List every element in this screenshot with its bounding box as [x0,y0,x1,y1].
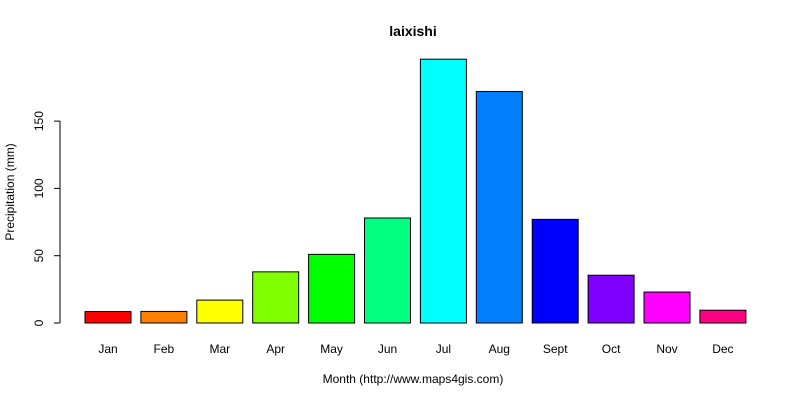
x-axis-tick-label: Mar [209,342,230,356]
y-axis-tick-label: 50 [32,249,46,263]
x-axis-tick-label: Apr [266,342,285,356]
bar-may [308,253,356,324]
bar-sept [531,218,579,324]
x-axis-tick-label: Nov [656,342,677,356]
x-axis-tick-label: Jan [98,342,117,356]
bar-nov [643,291,691,324]
bar-aug [475,90,523,324]
x-axis-tick-label: Aug [489,342,510,356]
x-axis-tick-label: Feb [154,342,175,356]
y-axis-ticks: 0 50 100 150 [32,111,60,326]
x-axis-tick-label: Jul [436,342,451,356]
x-axis-tick-label: Jun [378,342,397,356]
bars [84,58,747,324]
x-axis-labels: Jan Feb Mar Apr May Jun Jul Aug Sept Oct Nov Dec [98,342,733,356]
bar-dec [699,309,747,324]
bar-apr [252,271,300,324]
y-axis-tick-label: 150 [32,111,46,131]
x-axis-tick-label: Dec [712,342,733,356]
x-axis-title: Month (http://www.maps4gis.com) [323,372,504,386]
bar-mar [196,299,244,324]
x-axis-tick-label: May [320,342,343,356]
bar-jun [364,217,411,324]
y-axis-tick-label: 0 [32,319,46,326]
x-axis-tick-label: Sept [543,342,568,356]
bar-jan [84,311,132,324]
y-axis-title: Precipitation (mm) [3,143,17,240]
x-axis-tick-label: Oct [602,342,621,356]
y-axis-tick-label: 100 [32,178,46,198]
bar-jul [419,58,467,324]
bar-feb [140,310,188,324]
bar-oct [587,274,635,324]
chart-title: laixishi [389,23,436,39]
